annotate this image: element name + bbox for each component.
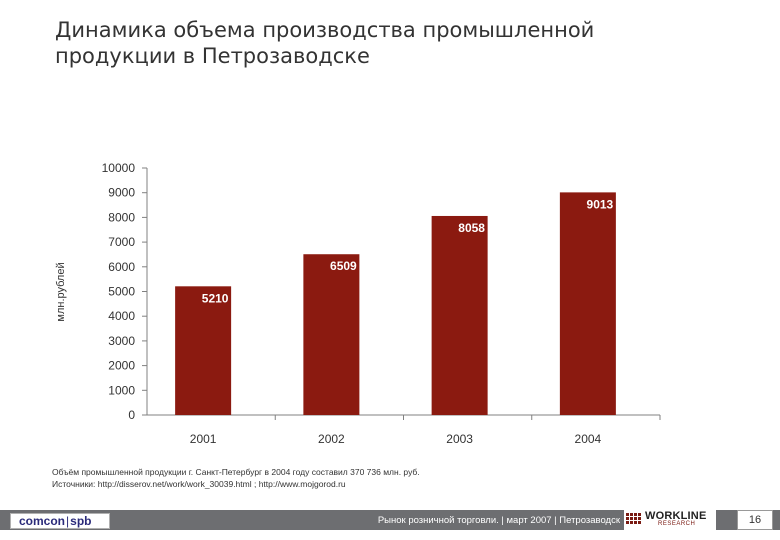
y-axis-title: млн.рублей (55, 262, 67, 321)
y-tick-label: 8000 (108, 210, 135, 224)
x-tick-label-2002: 2002 (318, 432, 345, 446)
research-logo-text: RESEARCH (658, 521, 696, 527)
y-tick-label: 2000 (108, 359, 135, 373)
footer-caption: Рынок розничной торговли. | март 2007 | … (377, 515, 620, 526)
page-number: 16 (737, 510, 773, 530)
bar-2001 (175, 286, 232, 415)
x-tick-label-2001: 2001 (190, 432, 217, 446)
bar-2002 (303, 254, 360, 415)
bar-2004 (559, 192, 616, 415)
slide-title-line-1: Динамика объема производства промышленно… (55, 18, 595, 42)
footnote-line-1: Объём промышленной продукции г. Санкт-Пе… (52, 467, 420, 477)
x-tick-label-2004: 2004 (575, 432, 602, 446)
y-tick-label: 5000 (108, 285, 135, 299)
comcon-spb-logo: comcon|spb (10, 513, 110, 529)
y-tick-label: 4000 (108, 309, 135, 323)
y-tick-label: 0 (128, 408, 135, 422)
y-tick-label: 10000 (102, 161, 136, 175)
bar-2003 (431, 215, 488, 415)
y-tick-label: 6000 (108, 260, 135, 274)
bar-chart: 0 1000 2000 3000 4000 5000 6000 7000 8000 9000 100… (55, 161, 661, 446)
y-tick-label: 9000 (108, 186, 135, 200)
data-label-2004: 9013 (587, 197, 614, 211)
footnote: Объём промышленной продукции г. Санкт-Пе… (52, 466, 752, 490)
workline-research-logo: WORKLINE RESEARCH (624, 510, 716, 530)
data-label-2003: 8058 (458, 221, 485, 235)
slide-title: Динамика объема производства промышленно… (55, 17, 735, 69)
footnote-sources: Источники: http://disserov.net/work/work… (52, 479, 346, 489)
workline-logo-text: WORKLINE (645, 510, 707, 522)
comcon-logo-text: comcon (19, 514, 66, 528)
spb-logo-text: spb (70, 514, 92, 528)
y-tick-label: 7000 (108, 235, 135, 249)
y-tick-label: 3000 (108, 334, 135, 348)
data-label-2001: 5210 (202, 291, 229, 305)
data-label-2002: 6509 (330, 259, 357, 273)
logo-separator: | (66, 514, 70, 528)
footer-bar (0, 510, 780, 530)
x-tick-label-2003: 2003 (446, 432, 473, 446)
y-tick-label: 1000 (108, 383, 135, 397)
slide-title-line-2: продукции в Петрозаводске (55, 44, 370, 68)
workline-grid-icon (626, 513, 641, 527)
